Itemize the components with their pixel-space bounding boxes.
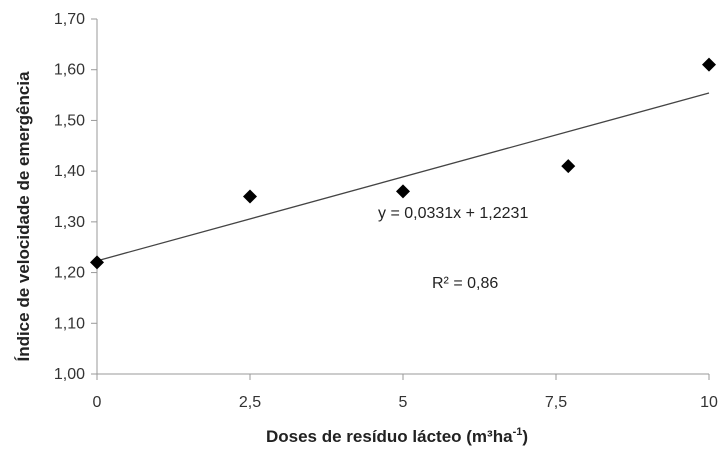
x-tick-label: 5: [399, 394, 408, 411]
data-point-marker: [702, 57, 716, 72]
y-tick-label: 1,20: [54, 265, 85, 282]
x-axis-title: Doses de resíduo lácteo (m³ha-1): [266, 426, 528, 446]
x-axis-title-close: ): [522, 427, 528, 446]
trendline: [96, 92, 710, 262]
data-point-marker: [243, 189, 257, 204]
trendline-equation: y = 0,0331x + 1,2231: [378, 205, 528, 222]
x-tick-label: 10: [700, 394, 718, 411]
x-tick-label: 2,5: [239, 394, 261, 411]
y-tick-label: 1,10: [54, 315, 85, 332]
y-tick-label: 1,40: [54, 163, 85, 180]
r-squared-label: R² = 0,86: [432, 275, 498, 292]
x-axis-title-superscript: -1: [513, 426, 523, 438]
y-tick-label: 1,60: [54, 62, 85, 79]
x-axis-title-main: Doses de resíduo lácteo (m³ha: [266, 427, 513, 446]
data-points: [90, 57, 716, 270]
y-tick-label: 1,00: [54, 366, 85, 383]
x-tick-label: 0: [93, 394, 102, 411]
data-point-marker: [396, 184, 410, 199]
y-tick-label: 1,70: [54, 11, 85, 28]
data-point-marker: [561, 159, 576, 174]
y-axis-title: Índice de velocidade de emergência: [14, 71, 33, 362]
x-axis-ticks: 0 2,5 5 7,5 10: [93, 374, 718, 411]
data-point-marker: [90, 255, 104, 270]
y-tick-label: 1,30: [54, 214, 85, 231]
y-axis-ticks: 1,00 1,10 1,20 1,30 1,40 1,50 1,60 1,70: [54, 11, 97, 383]
y-tick-label: 1,50: [54, 112, 85, 129]
x-tick-label: 7,5: [545, 394, 567, 411]
